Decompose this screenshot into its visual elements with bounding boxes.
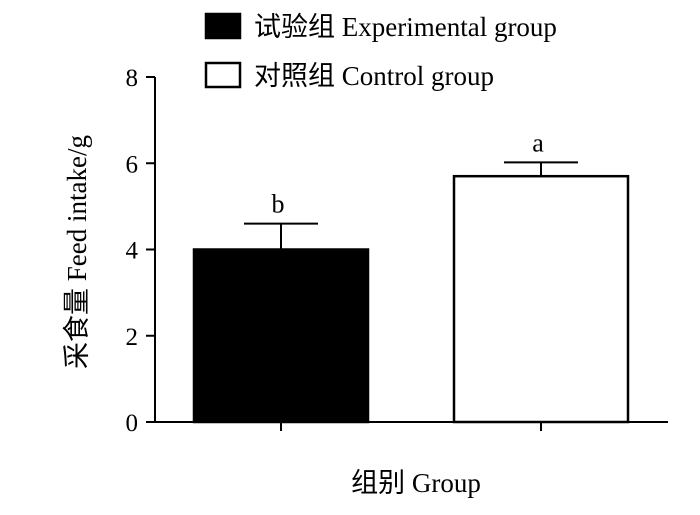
y-tick-label: 0: [126, 410, 139, 437]
y-ticks: 0 2 4 6 8: [126, 65, 155, 437]
bar: [452, 174, 630, 424]
x-axis-title: 组别 Group: [351, 468, 481, 498]
legend: 试验组 Experimental group 对照组 Control group: [204, 12, 557, 91]
bar: [192, 248, 370, 424]
bars: ba: [192, 128, 630, 431]
legend-label-experimental: 试验组 Experimental group: [254, 12, 557, 42]
significance-letter: b: [272, 190, 285, 219]
significance-letter: a: [532, 128, 544, 157]
y-axis-title: 采食量 Feed intake/g: [62, 135, 92, 369]
legend-swatch-control: [204, 61, 242, 89]
y-tick-label: 4: [126, 238, 139, 265]
legend-swatch-experimental: [204, 12, 242, 40]
y-tick-label: 2: [126, 324, 139, 351]
y-tick-label: 8: [126, 65, 139, 92]
y-tick-label: 6: [126, 151, 139, 178]
legend-label-control: 对照组 Control group: [254, 61, 494, 91]
